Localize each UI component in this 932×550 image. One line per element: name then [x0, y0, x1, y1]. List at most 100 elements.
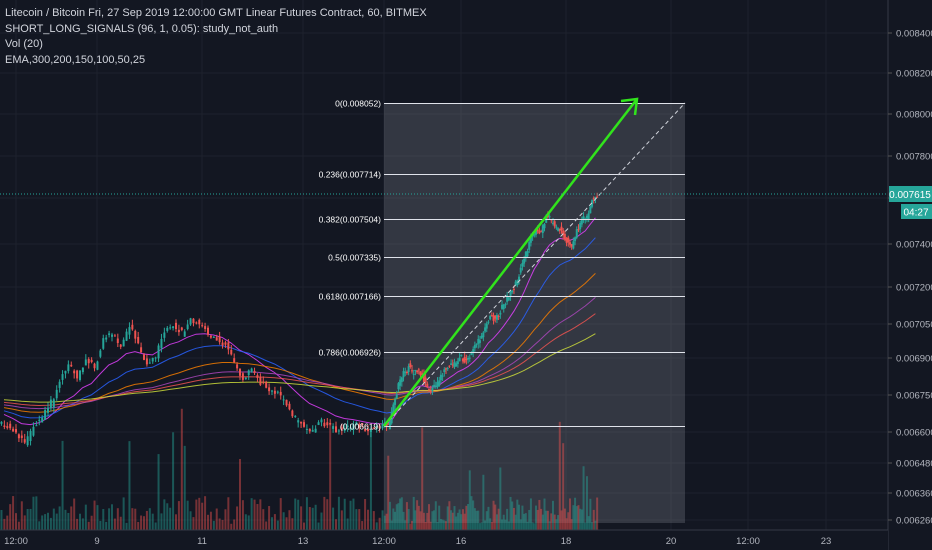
chart-title[interactable]: Litecoin / Bitcoin Fri, 27 Sep 2019 12:0…	[5, 7, 427, 19]
volume-bar	[529, 498, 532, 530]
candle-body	[70, 364, 73, 367]
volume-bar	[411, 520, 414, 530]
candle-body	[535, 229, 538, 235]
candle-body	[472, 349, 475, 353]
volume-bar	[70, 506, 73, 530]
volume-bar	[531, 522, 534, 530]
ema-line	[3, 237, 596, 419]
volume-bar	[489, 518, 492, 530]
candle-body	[128, 327, 131, 335]
volume-bar	[404, 520, 407, 530]
candle-body	[99, 350, 102, 357]
volume-bar	[439, 518, 442, 530]
candle-body	[52, 399, 55, 408]
candle-body	[323, 422, 326, 427]
trend-arrow[interactable]	[383, 97, 639, 427]
candle-body	[540, 231, 543, 233]
volume-bar	[288, 510, 291, 530]
indicator-volume[interactable]: Vol (20)	[5, 38, 43, 50]
volume-bar	[143, 516, 145, 530]
indicator-signals[interactable]: SHORT_LONG_SIGNALS (96, 1, 0.05): study_…	[5, 22, 279, 35]
indicator-ema[interactable]: EMA,300,200,150,100,50,25	[5, 53, 146, 66]
candle-body	[397, 383, 400, 390]
candle-body	[35, 425, 38, 427]
candle-body	[73, 370, 76, 374]
candle-body	[460, 354, 463, 357]
ema-line	[3, 333, 596, 403]
candle-body	[250, 368, 253, 373]
candle-body	[458, 357, 461, 362]
candle-body	[507, 297, 510, 301]
candle-body	[326, 422, 329, 426]
fib-level-label: 0.786(0.006926)	[319, 348, 382, 358]
volume-bar	[239, 458, 241, 530]
volume-bar	[294, 498, 297, 530]
candle-body	[134, 330, 137, 339]
time-tick-label: 12:00	[372, 536, 396, 547]
candle-body	[291, 410, 294, 417]
volume-bar	[47, 512, 49, 530]
volume-bar	[128, 441, 131, 530]
time-axis[interactable]: 12:00 9 11 13 12:00 16 18 20 12:00 23	[4, 536, 831, 547]
price-tick-label: 0.006260	[896, 516, 932, 527]
volume-bar	[475, 510, 478, 530]
volume-bar	[409, 523, 412, 530]
candle-body	[90, 359, 93, 363]
volume-bar	[487, 506, 490, 530]
volume-bar	[405, 502, 408, 530]
candle-body	[444, 368, 447, 370]
candle-body	[352, 424, 355, 431]
volume-bar	[340, 510, 343, 530]
volume-bar	[259, 499, 262, 530]
candle-body	[480, 335, 483, 339]
candle-body	[585, 215, 588, 219]
volume-bar	[262, 509, 265, 530]
volume-bar	[119, 516, 122, 530]
candle-body	[533, 234, 536, 236]
volume-bar	[221, 519, 224, 530]
candle-body	[516, 280, 519, 286]
volume-bar	[526, 521, 529, 530]
volume-bar	[465, 505, 468, 530]
candle-body	[230, 349, 233, 355]
volume-bar	[300, 506, 303, 530]
candle-body	[308, 428, 311, 432]
volume-bar	[378, 517, 381, 530]
candle-body	[428, 389, 431, 391]
candle-body	[125, 331, 128, 341]
volume-bar	[76, 518, 79, 530]
price-tick-label: 0.007200	[896, 283, 932, 294]
candle-body	[212, 336, 215, 338]
candle-body	[361, 423, 364, 426]
candle-body	[528, 242, 531, 250]
candle-body	[166, 327, 169, 331]
volume-bar	[422, 512, 425, 530]
volume-bar	[421, 427, 424, 530]
volume-bar	[478, 523, 481, 530]
candle-body	[560, 226, 563, 230]
time-axis-bg	[0, 530, 888, 550]
candle-body	[81, 367, 84, 373]
volume-bar	[580, 509, 583, 530]
candle-body	[577, 229, 580, 231]
price-axis-bg	[888, 0, 932, 550]
volume-bar	[6, 515, 9, 530]
volume-bar	[186, 500, 189, 530]
volume-bar	[519, 519, 522, 530]
volume-bar	[183, 445, 186, 530]
candle-body	[201, 325, 204, 327]
volume-bar	[482, 474, 485, 530]
volume-bar	[308, 507, 311, 530]
volume-bar	[535, 505, 538, 530]
volume-bar	[553, 514, 556, 530]
candle-body	[305, 428, 308, 430]
volume-bar	[592, 509, 595, 530]
volume-bar	[177, 501, 180, 530]
candle-body	[594, 196, 597, 199]
volume-bar	[271, 517, 273, 530]
candle-body	[490, 315, 493, 317]
candle-body	[521, 263, 524, 267]
candle-body	[23, 439, 26, 443]
candle-body	[0, 421, 3, 424]
